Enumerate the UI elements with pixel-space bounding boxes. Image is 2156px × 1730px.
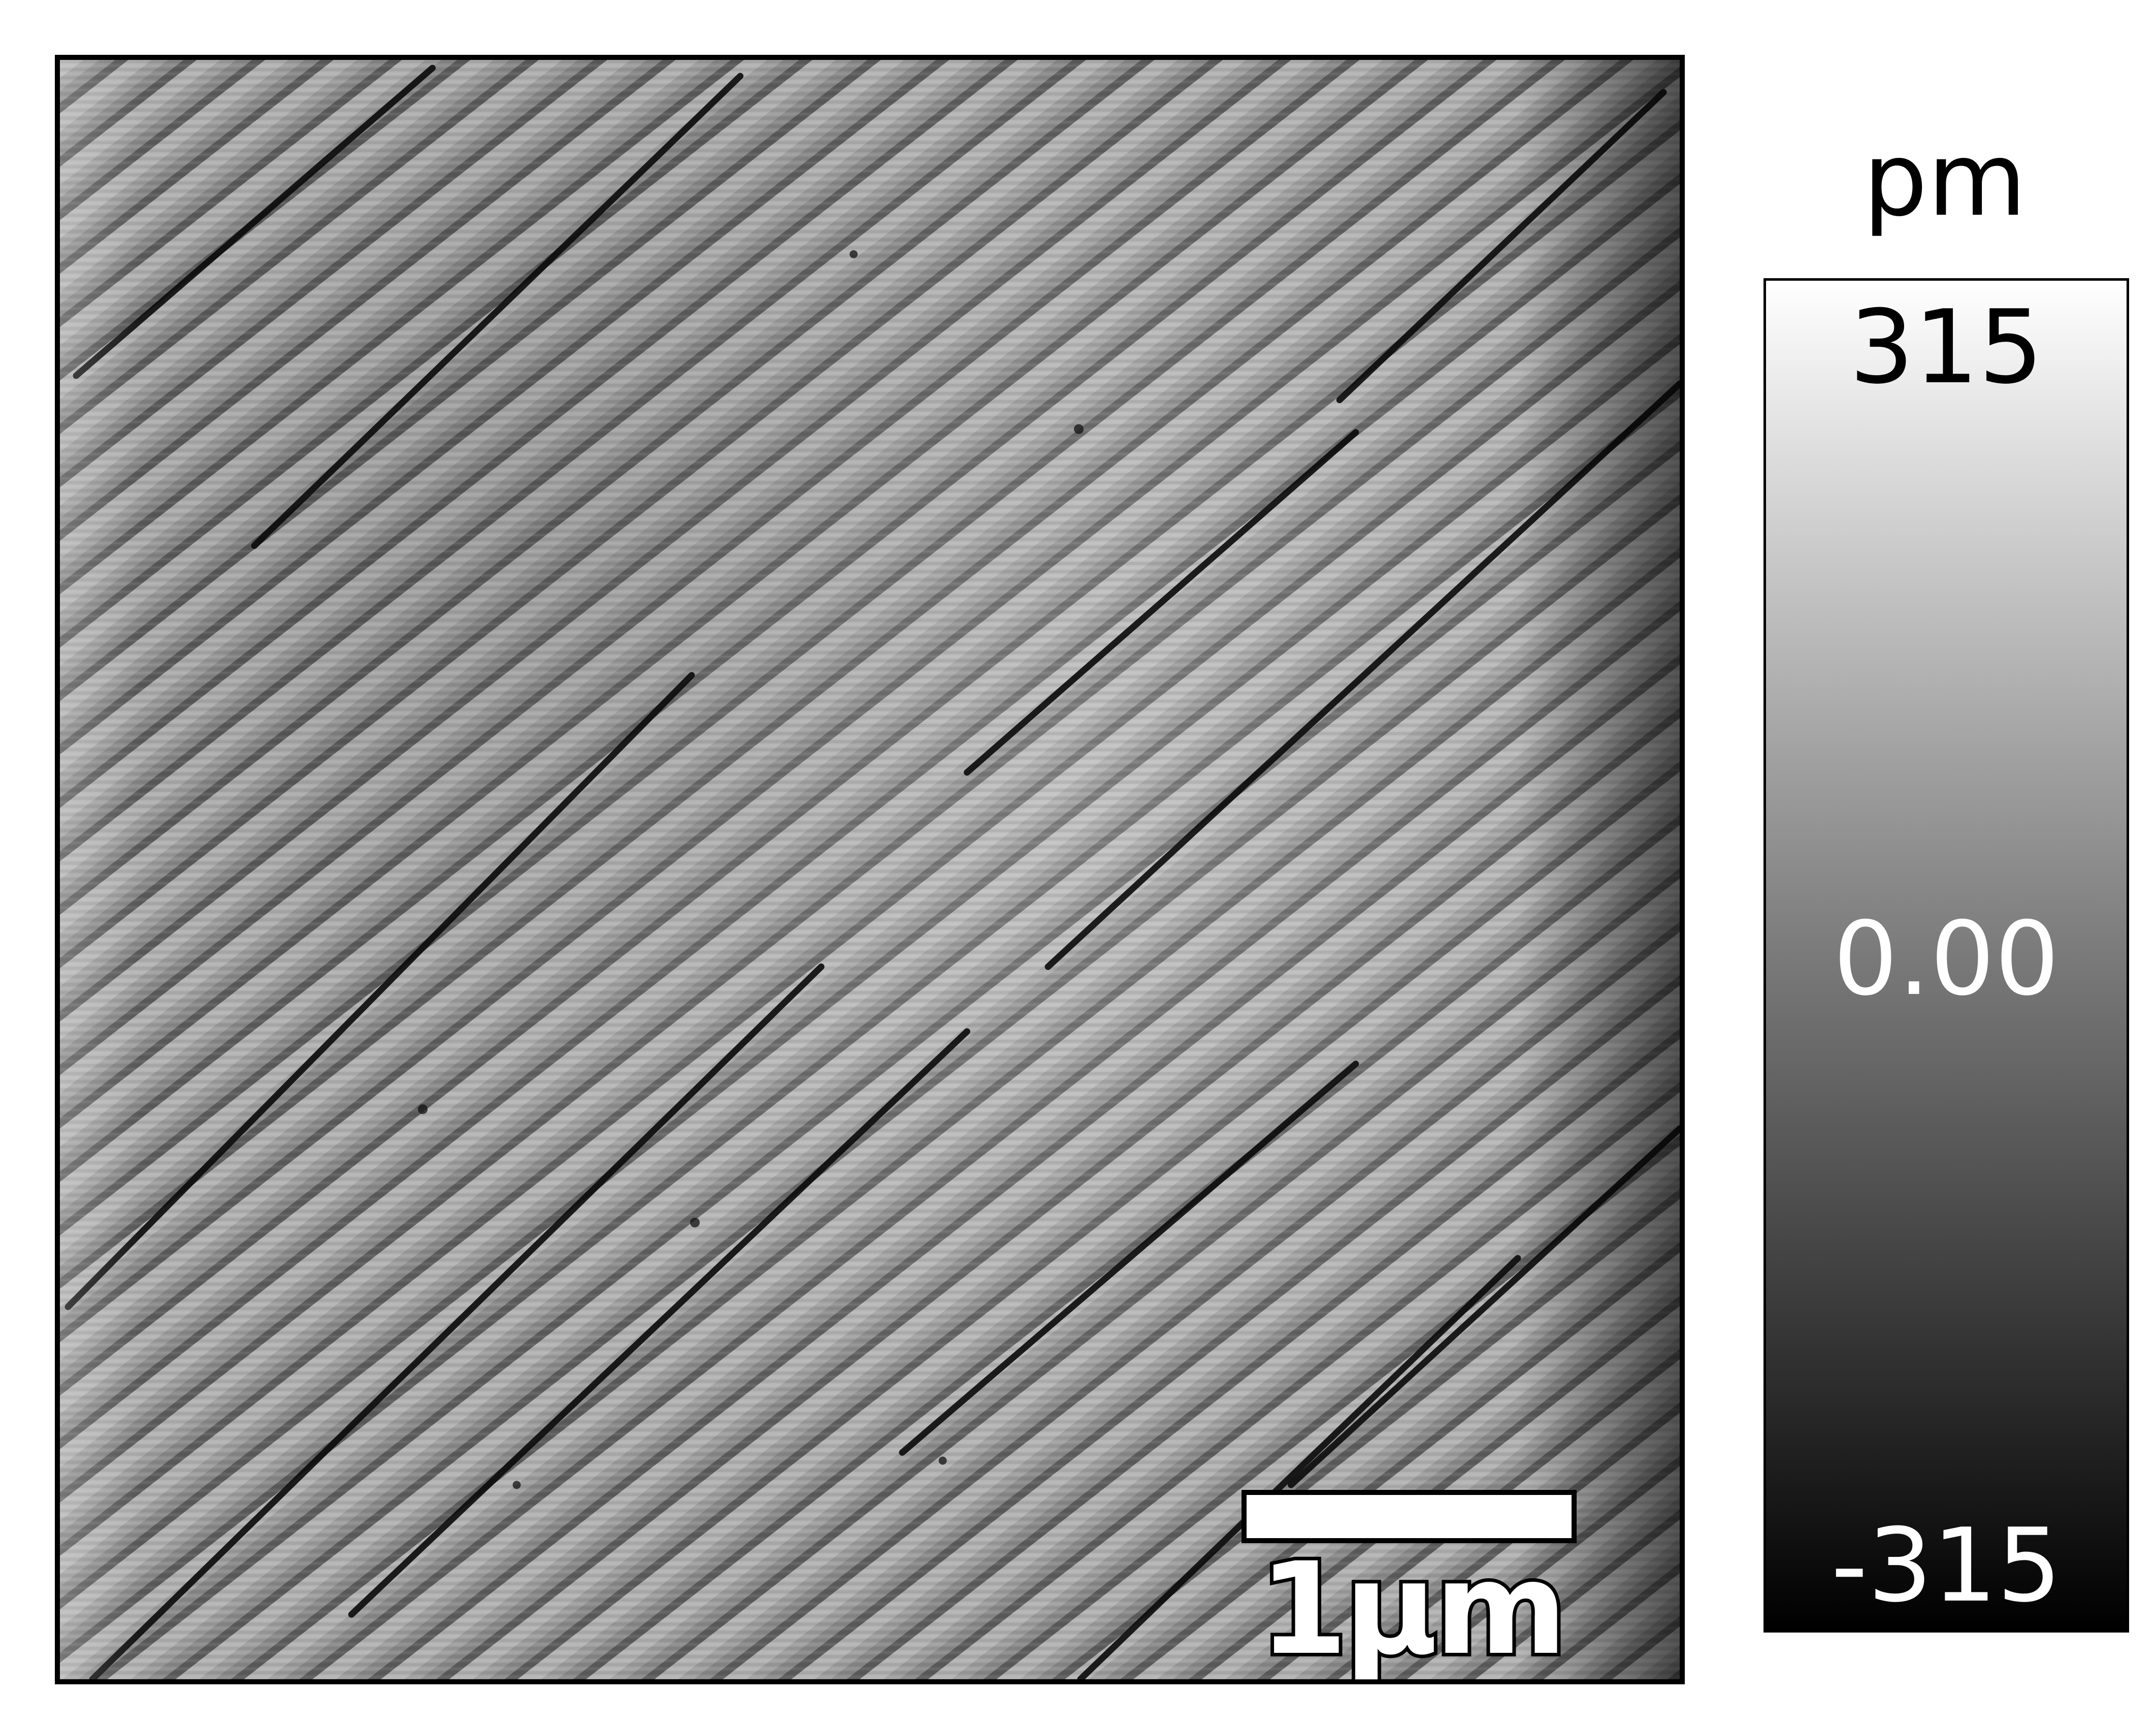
colorbar bbox=[1763, 278, 2129, 1633]
scale-bar bbox=[1242, 1490, 1577, 1543]
afm-topography-image bbox=[55, 55, 1685, 1684]
colorbar-unit-label: pm bbox=[1863, 121, 2027, 239]
colorbar-mid-label: 0.00 bbox=[1833, 900, 2060, 1018]
afm-surface bbox=[60, 60, 1680, 1679]
colorbar-max-label: 315 bbox=[1849, 288, 2043, 407]
scale-bar-label: 1μm bbox=[1256, 1535, 1571, 1684]
colorbar-min-label: -315 bbox=[1831, 1507, 2062, 1625]
